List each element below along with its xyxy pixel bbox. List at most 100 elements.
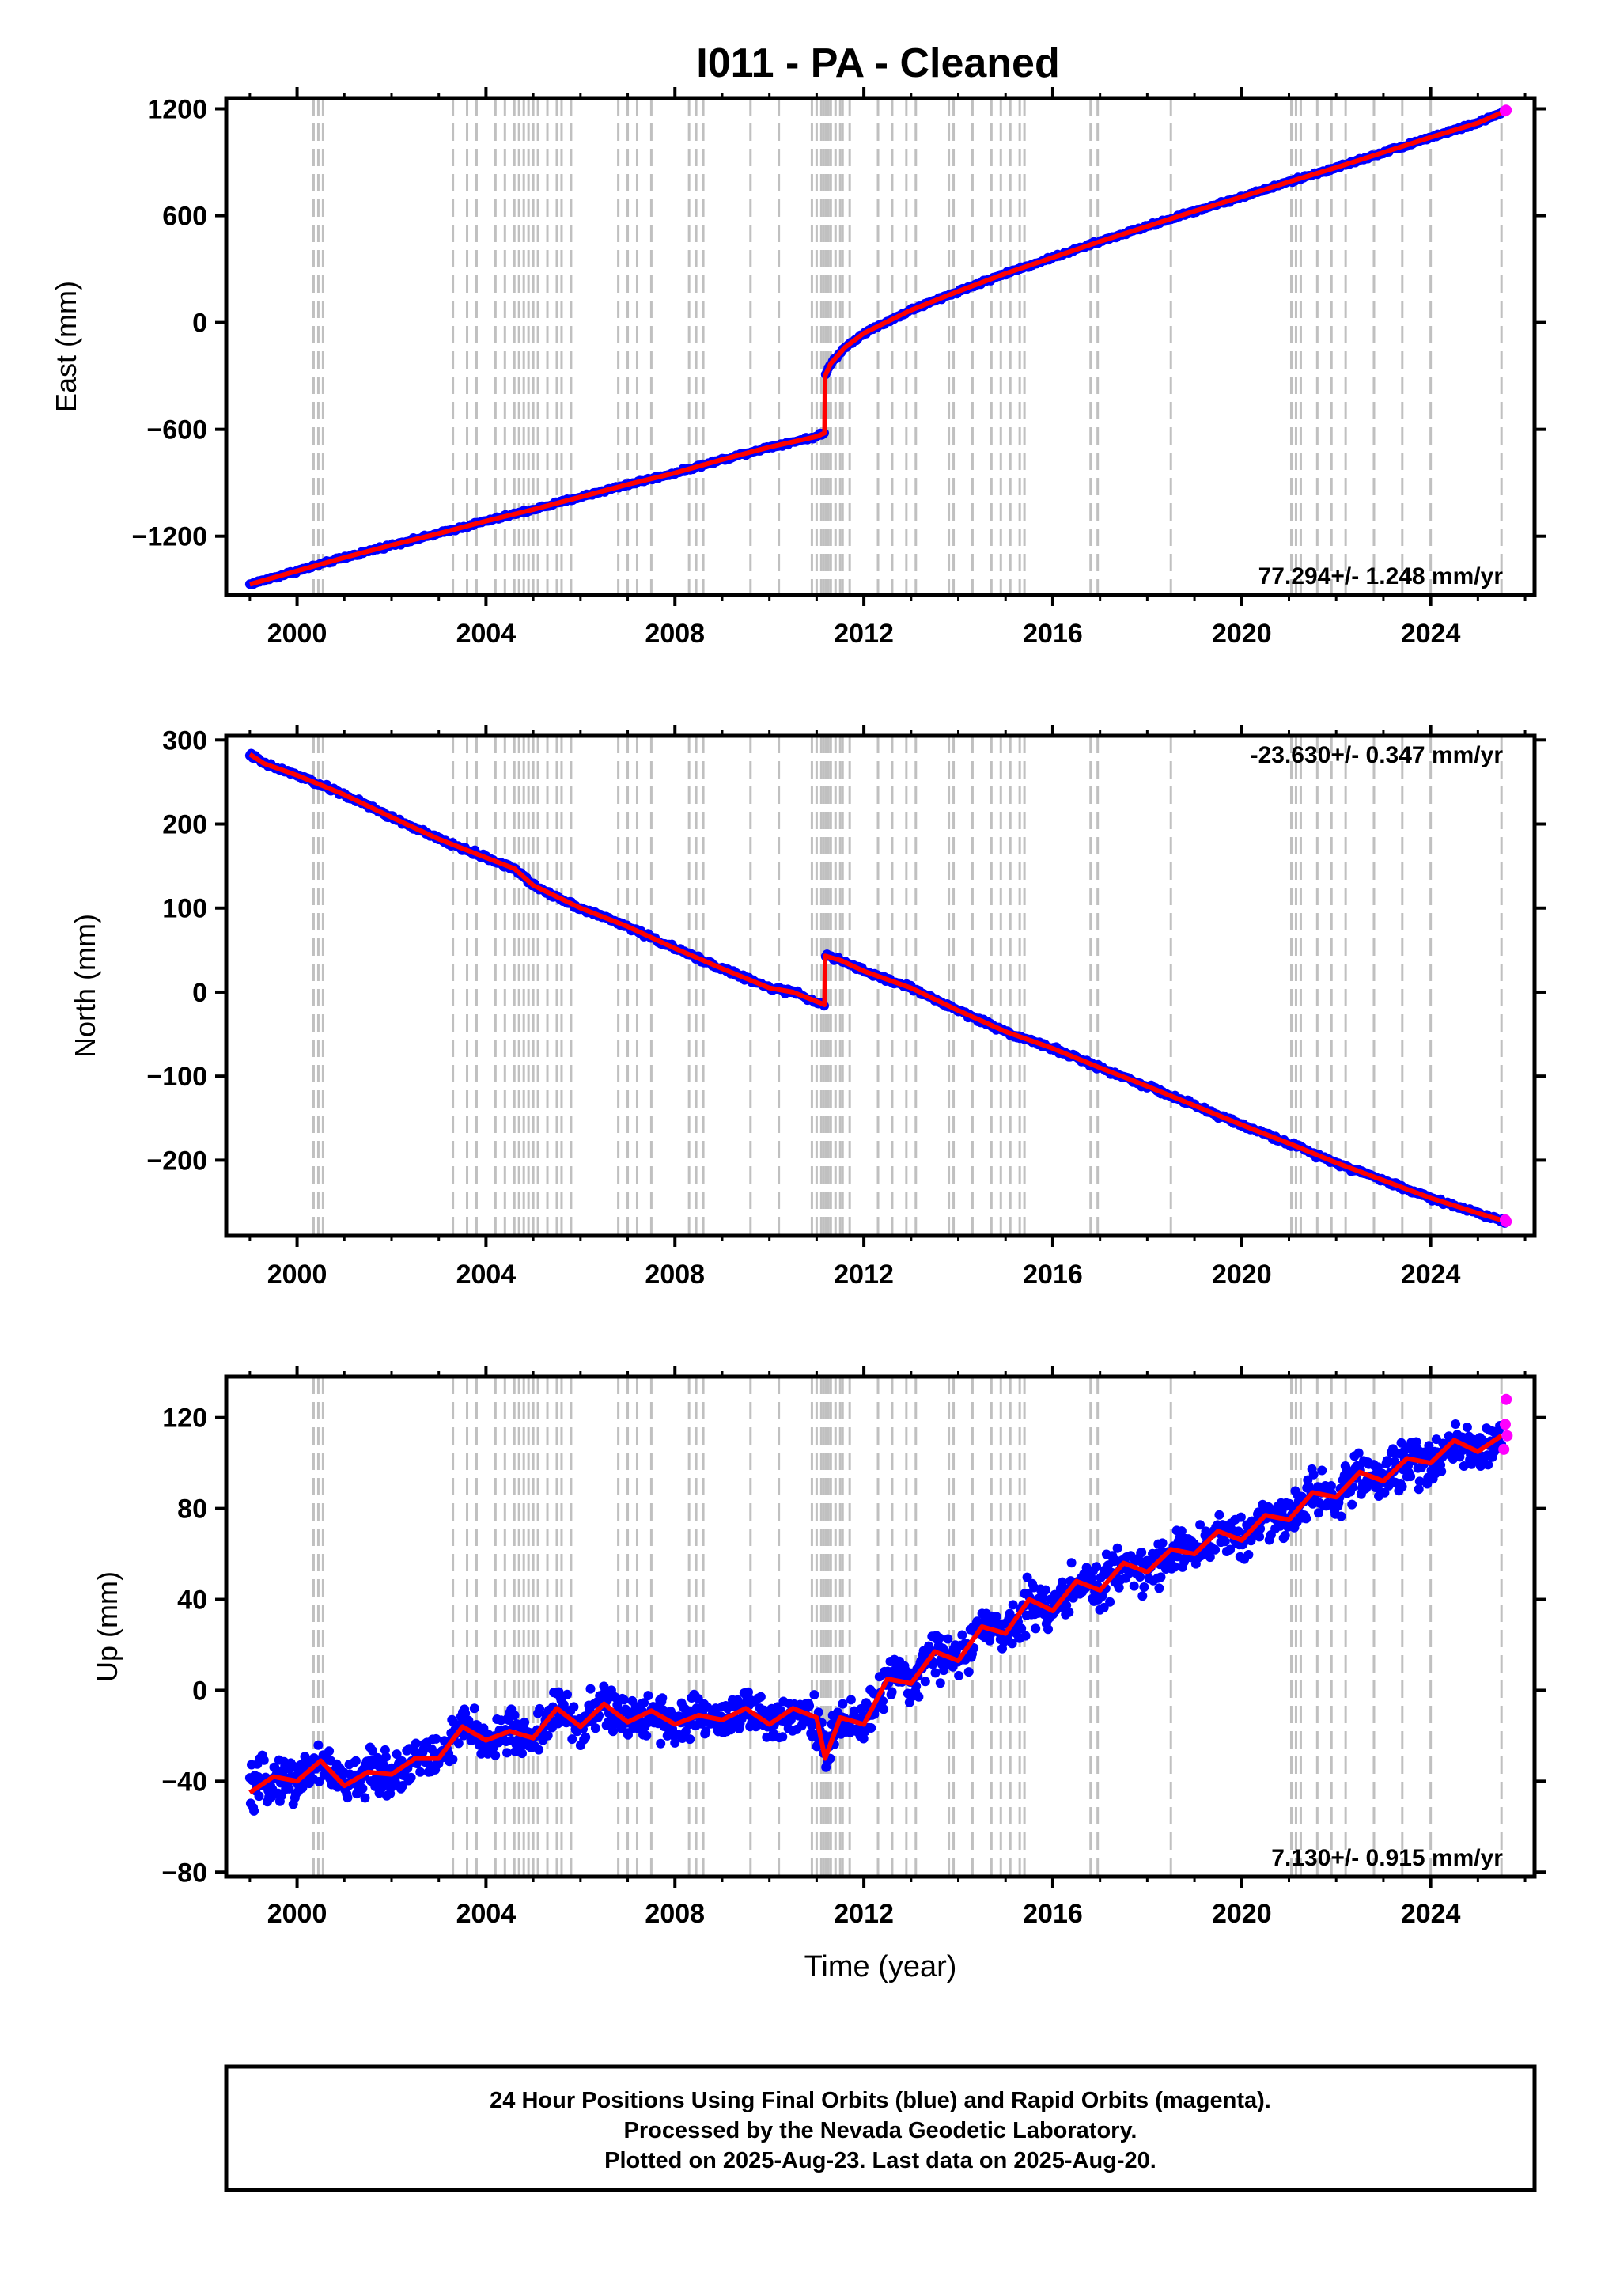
x-tick-label: 2004 — [456, 1260, 517, 1290]
data-point — [343, 1793, 353, 1803]
x-tick-label: 2012 — [834, 1260, 894, 1290]
data-point — [809, 1690, 819, 1700]
plot-frame — [224, 733, 1537, 1238]
model-line — [249, 108, 1508, 587]
data-point — [939, 1665, 949, 1676]
data-point — [866, 1723, 876, 1733]
data-point — [619, 1695, 629, 1705]
data-point — [502, 1748, 512, 1758]
data-point — [1112, 1543, 1122, 1553]
y-tick-label: −200 — [146, 1146, 207, 1176]
footer-box: 24 Hour Positions Using Final Orbits (bl… — [224, 2064, 1537, 2192]
y-axis-label: East (mm) — [50, 281, 82, 412]
data-point — [755, 1692, 766, 1702]
data-point — [1157, 1538, 1168, 1548]
data-point — [368, 1745, 377, 1756]
x-tick-label: 2012 — [834, 619, 894, 649]
event-lines — [312, 736, 1503, 1236]
data-point — [608, 1726, 618, 1737]
x-tick-label: 2024 — [1401, 1260, 1461, 1290]
y-tick-label: 300 — [162, 726, 207, 756]
data-point — [911, 1681, 922, 1692]
data-point — [1451, 1419, 1461, 1429]
rapid-point — [1498, 1443, 1510, 1455]
data-point — [324, 1746, 335, 1756]
y-tick-label: 80 — [177, 1495, 207, 1525]
data-point — [934, 1633, 944, 1643]
data-point — [1139, 1582, 1149, 1592]
data-point — [1020, 1631, 1031, 1641]
rapid-point — [1501, 1215, 1512, 1227]
data-point — [1243, 1550, 1254, 1559]
data-point — [1210, 1544, 1221, 1555]
data-point — [1414, 1484, 1424, 1495]
data-point — [448, 1754, 458, 1764]
y-tick-label: −80 — [161, 1858, 207, 1888]
model-line — [248, 752, 1508, 1224]
data-point — [1170, 1562, 1180, 1572]
data-point — [778, 1732, 788, 1742]
footer-line-1: 24 Hour Positions Using Final Orbits (bl… — [490, 2088, 1271, 2113]
x-tick-label: 2016 — [1023, 1260, 1083, 1290]
data-point — [567, 1734, 577, 1745]
data-point — [643, 1691, 653, 1701]
data-point — [612, 1700, 623, 1710]
data-point — [813, 1707, 823, 1718]
data-point — [920, 1677, 930, 1687]
data-point — [1459, 1461, 1469, 1471]
y-tick-label: −40 — [161, 1767, 207, 1797]
x-tick-label: 2008 — [645, 619, 705, 649]
data-point — [431, 1733, 441, 1744]
data-point — [1326, 1481, 1336, 1491]
data-point — [259, 1755, 269, 1765]
data-point — [680, 1726, 691, 1737]
x-tick-label: 2012 — [834, 1899, 894, 1929]
data-point — [562, 1689, 572, 1699]
data-point — [558, 1699, 569, 1710]
data-point — [392, 1749, 402, 1760]
data-point — [1195, 1520, 1205, 1530]
data-point — [1424, 1441, 1434, 1451]
data-point — [1176, 1526, 1187, 1536]
data-point — [1092, 1562, 1102, 1572]
y-tick-label: 200 — [162, 810, 207, 840]
data-point — [1099, 1602, 1109, 1612]
data-point — [1225, 1544, 1236, 1555]
data-point — [590, 1723, 600, 1733]
y-tick-label: −100 — [146, 1062, 207, 1092]
x-tick-label: 2016 — [1023, 619, 1083, 649]
data-point — [1043, 1624, 1053, 1635]
x-tick-label: 2000 — [267, 1899, 327, 1929]
rapid-point — [1501, 1393, 1512, 1405]
data-point — [380, 1745, 390, 1755]
data-point — [930, 1668, 941, 1678]
y-tick-label: 120 — [162, 1404, 207, 1434]
data-point — [838, 1699, 848, 1709]
rapid-point — [1499, 1419, 1511, 1430]
rate-label: 7.130+/- 0.915 mm/yr — [1271, 1845, 1503, 1871]
y-axis: −200 −100 0 100 200 300 — [146, 726, 1546, 1176]
rate-label: -23.630+/- 0.347 mm/yr — [1251, 742, 1504, 768]
data-point — [1255, 1532, 1265, 1542]
data-point — [406, 1772, 416, 1783]
data-point — [1205, 1552, 1215, 1563]
up-panel: 2000 2004 2008 2012 2016 2020 2024 −80 −40 0 40 80 1… — [91, 1366, 1546, 1983]
data-point — [657, 1693, 668, 1703]
data-point — [1105, 1597, 1115, 1607]
data-point — [1317, 1465, 1327, 1476]
data-point — [1097, 1591, 1107, 1601]
data-point — [1058, 1577, 1067, 1587]
x-tick-label: 2000 — [267, 619, 327, 649]
y-tick-label: −600 — [146, 415, 207, 445]
data-point — [878, 1696, 888, 1706]
data-point — [991, 1612, 1001, 1622]
data-point — [581, 1732, 591, 1742]
data-point — [744, 1687, 753, 1697]
rapid-orbit-points — [1499, 104, 1512, 117]
data-point — [887, 1687, 897, 1697]
data-point — [569, 1702, 579, 1712]
data-point — [929, 1658, 939, 1668]
data-point — [358, 1783, 368, 1794]
x-tick-label: 2016 — [1023, 1899, 1083, 1929]
y-tick-label: 0 — [192, 1676, 207, 1706]
